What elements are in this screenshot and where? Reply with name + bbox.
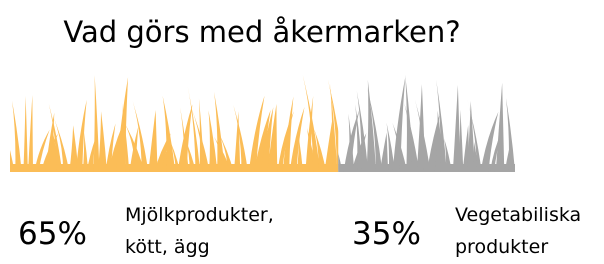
value-label: 35% [352,216,421,252]
grass-blade [0,111,14,172]
grass-blade [0,108,10,172]
value-label: 65% [18,216,87,252]
grass-segment [0,75,344,172]
grass-blade [481,112,499,172]
chart: Vad görs med åkermarken? 65% Mjölkprodukt… [0,0,604,264]
grass-blade [148,110,157,172]
grass-segment [327,75,515,172]
grass-blade [496,83,505,172]
grass-blade [98,111,107,172]
grass-blade [83,132,88,172]
grass-blade [380,133,388,172]
chart-title: Vad görs med åkermarken? [63,15,460,49]
grass-blade [23,96,27,172]
grass-blade [208,110,217,172]
category-label: Mjölkprodukter,kött, ägg [125,204,274,258]
grass-blade [12,101,22,172]
grass-blade [28,95,33,172]
grass-blade [94,75,100,172]
